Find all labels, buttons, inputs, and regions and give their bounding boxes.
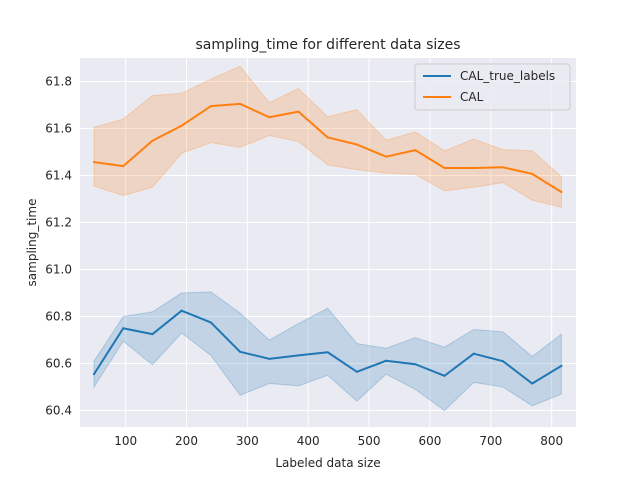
data-point	[122, 327, 125, 330]
data-point	[151, 139, 154, 142]
data-point	[326, 351, 329, 354]
data-point	[209, 321, 212, 324]
data-point	[239, 102, 242, 105]
y-tick-label: 60.4	[45, 404, 72, 418]
data-point	[355, 370, 358, 373]
y-tick-label: 61.8	[45, 75, 72, 89]
legend-box	[414, 63, 571, 111]
data-point	[501, 360, 504, 363]
data-point	[472, 352, 475, 355]
data-point	[122, 165, 125, 168]
data-point	[414, 363, 417, 366]
series-lines	[92, 102, 563, 385]
data-point	[385, 155, 388, 158]
x-tick-label: 600	[418, 434, 441, 448]
chart-title: sampling_time for different data sizes	[195, 37, 460, 53]
data-point	[414, 149, 417, 152]
y-tick-label: 60.6	[45, 357, 72, 371]
x-tick-label: 700	[479, 434, 502, 448]
x-tick-label: 200	[175, 434, 198, 448]
data-point	[326, 136, 329, 139]
x-tick-label: 300	[236, 434, 259, 448]
data-point	[297, 110, 300, 113]
data-point	[443, 374, 446, 377]
data-point	[92, 373, 95, 376]
data-point	[560, 190, 563, 193]
data-point	[443, 166, 446, 169]
legend-label: CAL_true_labels	[460, 69, 555, 83]
data-point	[297, 354, 300, 357]
x-tick-label: 800	[540, 434, 563, 448]
data-point	[472, 166, 475, 169]
legend-label: CAL	[460, 90, 484, 104]
data-point	[385, 359, 388, 362]
y-tick-label: 61.6	[45, 122, 72, 136]
data-point	[209, 105, 212, 108]
data-point	[268, 116, 271, 119]
x-axis-ticks: 100 200 300 400 500 600 700 800	[114, 434, 563, 448]
y-axis-label: sampling_time	[25, 199, 39, 287]
legend: CAL_true_labels CAL	[414, 63, 571, 111]
data-point	[180, 124, 183, 127]
x-tick-label: 400	[297, 434, 320, 448]
data-point	[239, 350, 242, 353]
data-point	[531, 382, 534, 385]
data-point	[531, 172, 534, 175]
data-point	[180, 309, 183, 312]
y-axis-ticks: 60.4 60.6 60.8 61.0 61.2 61.4 61.6 61.8	[45, 75, 72, 418]
y-tick-label: 60.8	[45, 310, 72, 324]
data-point	[92, 161, 95, 164]
x-tick-label: 100	[114, 434, 137, 448]
data-point	[268, 357, 271, 360]
data-point	[355, 143, 358, 146]
plot-area	[80, 58, 576, 427]
y-tick-label: 61.0	[45, 263, 72, 277]
x-tick-label: 500	[358, 434, 381, 448]
x-axis-label: Labeled data size	[275, 456, 380, 470]
y-tick-label: 61.4	[45, 169, 72, 183]
data-point	[501, 166, 504, 169]
y-tick-label: 61.2	[45, 216, 72, 230]
data-point	[151, 333, 154, 336]
data-point	[560, 364, 563, 367]
